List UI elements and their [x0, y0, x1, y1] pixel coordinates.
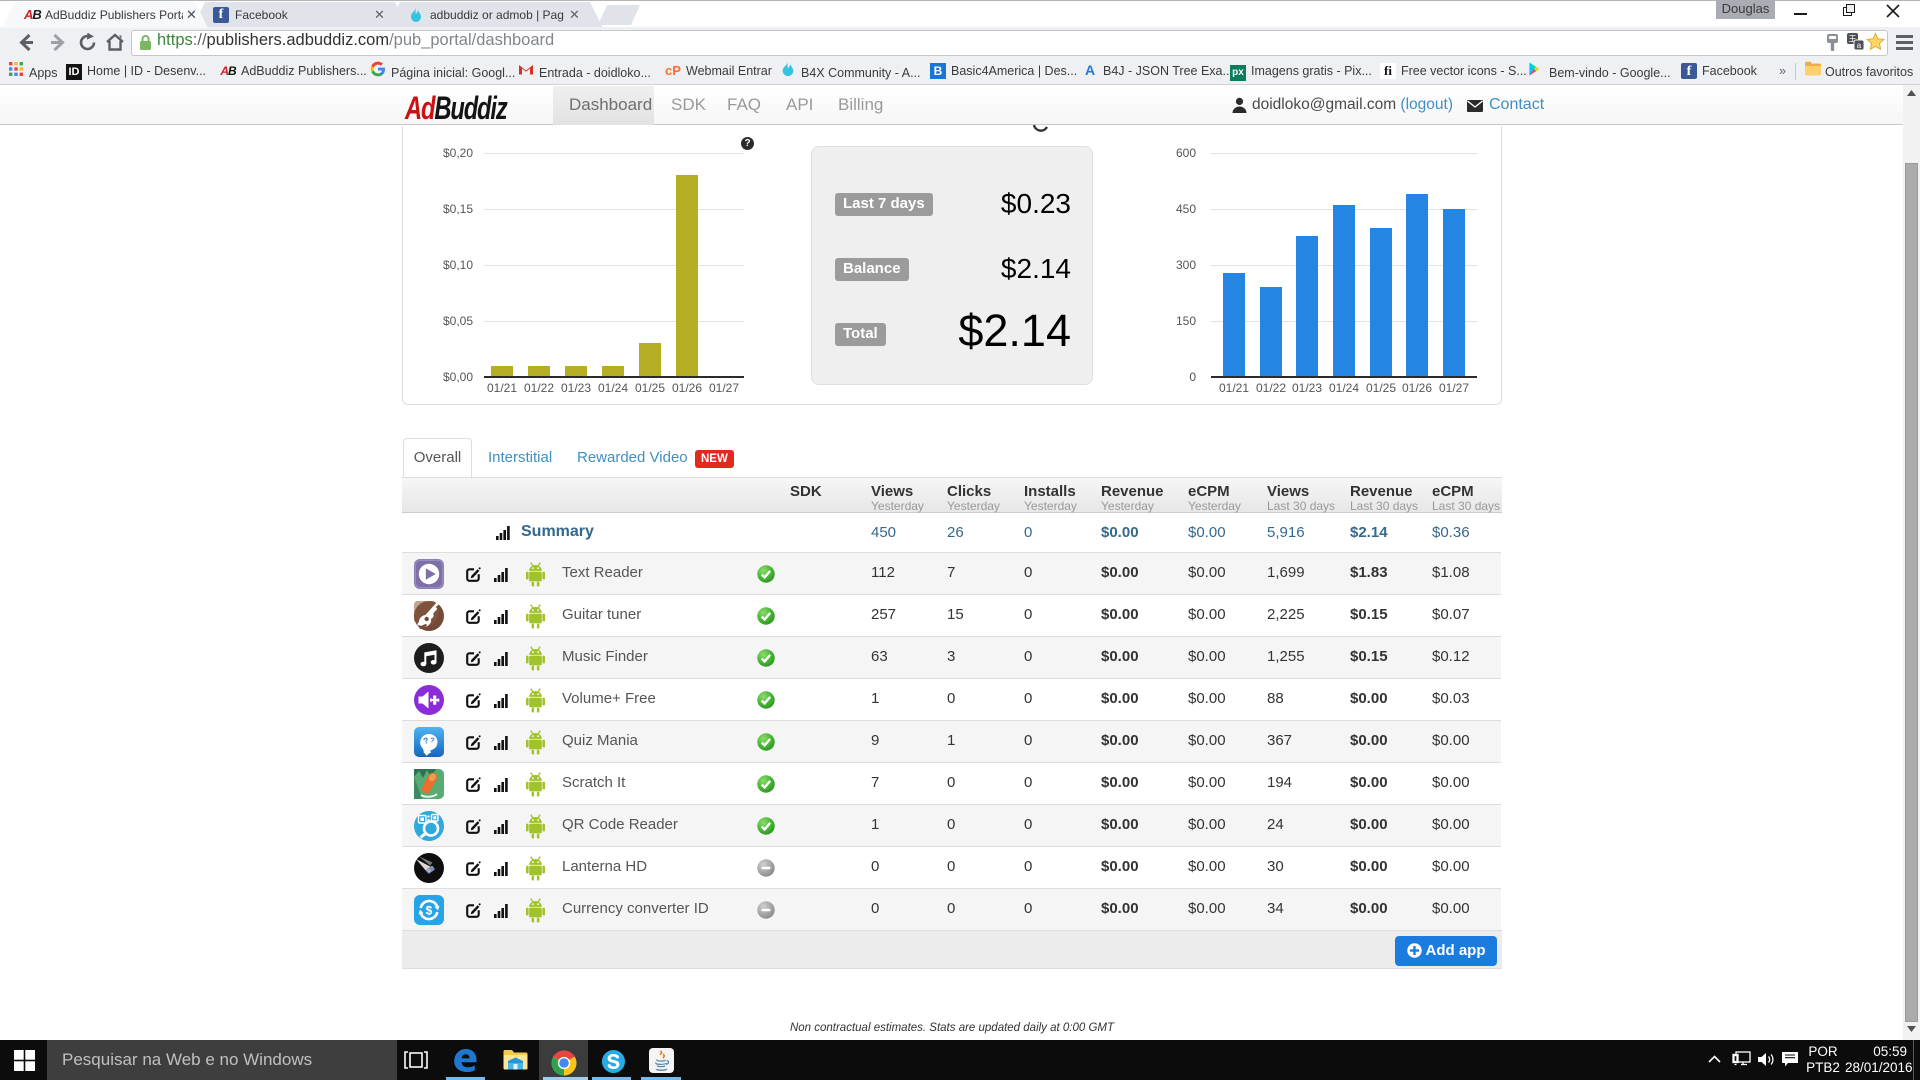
svg-text:?: ? — [429, 737, 435, 745]
svg-text:a: a — [1857, 41, 1862, 50]
svg-text:?: ? — [422, 735, 430, 746]
svg-text:王: 王 — [1849, 35, 1857, 44]
svg-text:$: $ — [426, 904, 433, 918]
